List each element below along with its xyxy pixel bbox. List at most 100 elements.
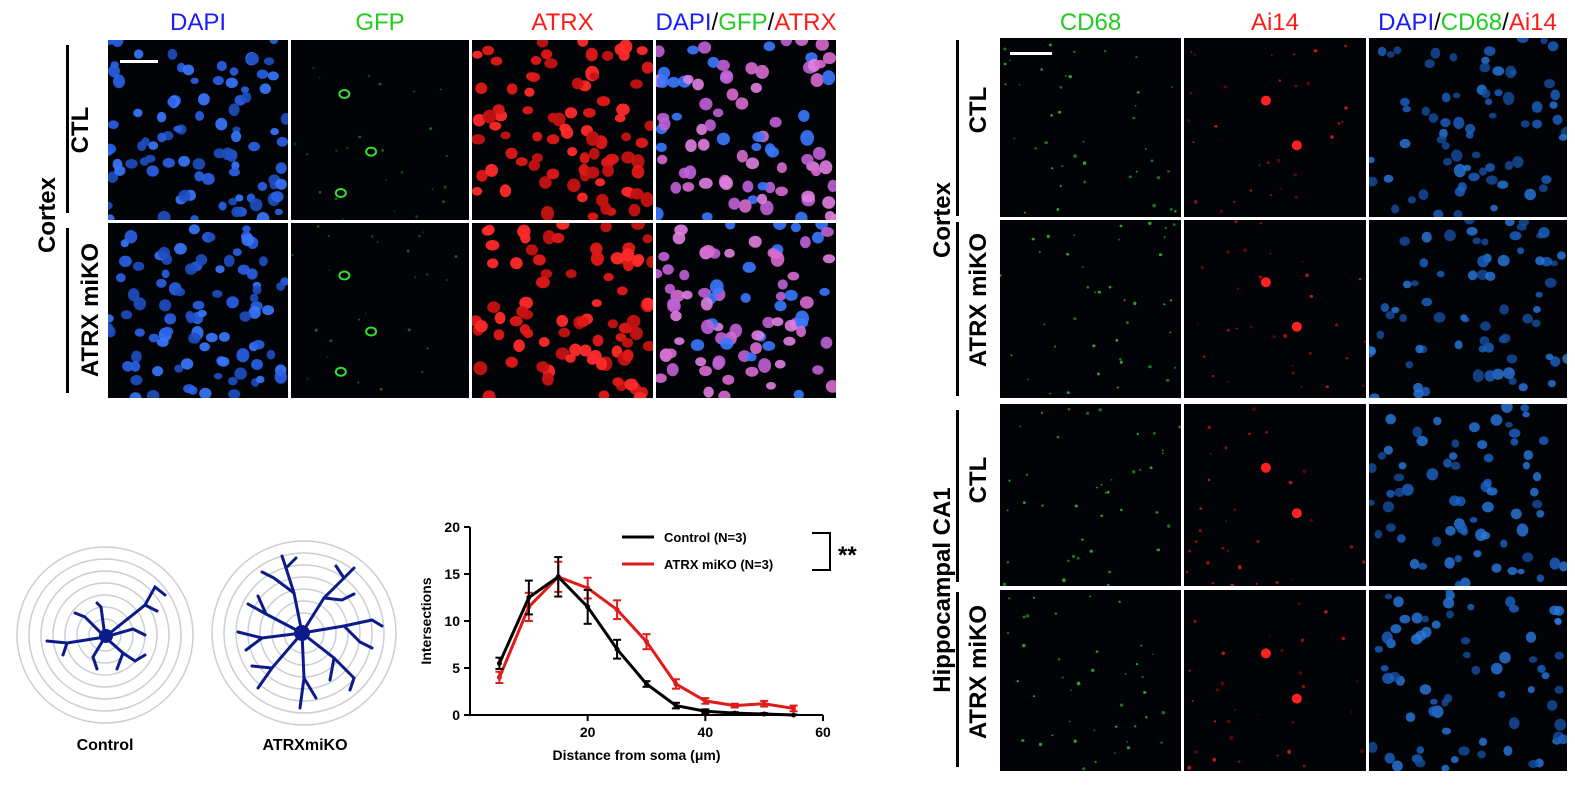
data-point bbox=[555, 574, 561, 580]
right-header-part: DAPI bbox=[1378, 9, 1435, 36]
right-cd68-ca1-ctl-panel bbox=[1000, 404, 1181, 586]
sholl-atrxmiko-diagram bbox=[211, 540, 397, 726]
left-row-label-miko: ATRX miKO bbox=[77, 242, 104, 378]
right-header-2: DAPI/CD68/Ai14 bbox=[1360, 8, 1575, 38]
right-row-divider-2 bbox=[956, 222, 959, 396]
left-header-3: DAPI/GFP/ATRX bbox=[636, 8, 856, 38]
micrograph-texture bbox=[291, 225, 458, 391]
left-gfp-ctl-panel bbox=[291, 40, 469, 220]
micrograph-texture bbox=[1006, 595, 1166, 771]
left-gfp-miko-panel bbox=[291, 223, 469, 398]
data-point bbox=[496, 674, 502, 680]
left-dapi-ctl-panel bbox=[108, 40, 288, 220]
y-tick-label: 0 bbox=[452, 707, 460, 723]
right-row-divider-1 bbox=[956, 40, 959, 216]
data-point bbox=[614, 607, 620, 613]
micrograph-texture bbox=[472, 40, 653, 220]
left-atrx-miko-panel bbox=[472, 223, 653, 398]
data-point bbox=[702, 698, 708, 704]
left-row-divider-ctl bbox=[66, 45, 69, 213]
right-header-part: CD68 bbox=[1059, 9, 1122, 36]
right-ai14-cortex-ctl-panel bbox=[1184, 38, 1366, 217]
micrograph-texture bbox=[1000, 221, 1176, 395]
right-merge-cortex-ctl-panel bbox=[1369, 38, 1567, 217]
left-scale-bar bbox=[120, 60, 158, 63]
micrograph-texture bbox=[656, 223, 836, 398]
left-header-2: ATRX bbox=[472, 8, 653, 38]
micrograph-texture bbox=[1369, 220, 1567, 398]
data-point bbox=[673, 681, 679, 687]
micrograph-texture bbox=[1369, 590, 1567, 771]
right-ai14-cortex-miko-panel bbox=[1184, 220, 1366, 398]
data-point bbox=[673, 703, 679, 709]
left-header-part: GFP bbox=[355, 9, 405, 36]
sholl-intersections-chart: 0 5 10 15 20 20 40 60 Distance from soma (μm) Int… bbox=[418, 519, 857, 763]
right-header-part: Ai14 bbox=[1250, 9, 1300, 36]
right-header-part: CD68 bbox=[1440, 9, 1503, 36]
right-ai14-ca1-miko-panel bbox=[1184, 590, 1366, 771]
data-point bbox=[614, 646, 620, 652]
right-merge-ca1-miko-panel bbox=[1369, 590, 1567, 771]
left-header-part: DAPI bbox=[655, 9, 712, 36]
data-point bbox=[761, 701, 767, 707]
data-point bbox=[732, 703, 738, 709]
left-header-part: / bbox=[767, 9, 775, 36]
left-row-divider-miko bbox=[66, 228, 69, 393]
right-scale-bar bbox=[1010, 52, 1052, 55]
y-tick-label: 15 bbox=[444, 566, 460, 582]
data-point bbox=[791, 712, 797, 718]
sholl-control-label: Control bbox=[76, 737, 134, 754]
x-tick-label: 60 bbox=[815, 724, 831, 740]
micrograph-texture bbox=[1187, 602, 1364, 770]
left-header-part: GFP bbox=[718, 9, 768, 36]
micrograph-texture bbox=[1196, 220, 1366, 389]
x-axis-label: Distance from soma (μm) bbox=[552, 747, 720, 763]
left-merge-ctl-panel bbox=[656, 40, 836, 220]
left-header-part: ATRX bbox=[774, 9, 837, 36]
legend-label: Control (N=3) bbox=[664, 530, 747, 545]
sholl-atrxmiko-label: ATRXmiKO bbox=[262, 737, 348, 754]
data-point bbox=[791, 705, 797, 711]
data-point bbox=[732, 710, 738, 716]
micrograph-texture bbox=[656, 40, 836, 220]
significance-label: ** bbox=[838, 542, 857, 569]
right-row-label-2: ATRX miKO bbox=[965, 232, 992, 368]
right-cd68-ca1-miko-panel bbox=[1000, 590, 1181, 771]
significance-bracket bbox=[812, 532, 831, 571]
right-cd68-cortex-ctl-panel bbox=[1000, 38, 1181, 217]
right-header-part: / bbox=[1502, 9, 1509, 36]
left-row-label-ctl: CTL bbox=[67, 106, 94, 154]
x-tick-label: 40 bbox=[698, 724, 714, 740]
data-point bbox=[644, 681, 649, 687]
right-region-label-ca1: Hippocampal CA1 bbox=[929, 487, 956, 693]
right-region-label-cortex: Cortex bbox=[929, 181, 956, 259]
y-tick-label: 5 bbox=[452, 660, 460, 676]
right-merge-cortex-miko-panel bbox=[1369, 220, 1567, 398]
legend-label: ATRX miKO (N=3) bbox=[664, 557, 773, 572]
y-tick-label: 20 bbox=[444, 519, 460, 535]
right-row-divider-3 bbox=[956, 410, 959, 582]
left-header-part: DAPI bbox=[169, 9, 226, 36]
left-header-part: / bbox=[711, 9, 719, 36]
micrograph-texture bbox=[108, 224, 288, 398]
micrograph-texture bbox=[293, 67, 448, 220]
micrograph-texture bbox=[1185, 407, 1366, 586]
data-point bbox=[761, 711, 767, 717]
left-region-label: Cortex bbox=[34, 176, 61, 254]
right-row-divider-4 bbox=[956, 592, 959, 767]
micrograph-texture bbox=[1187, 44, 1348, 213]
right-header-part: / bbox=[1434, 9, 1441, 36]
y-tick-label: 10 bbox=[444, 613, 460, 629]
left-dapi-miko-panel bbox=[108, 223, 288, 398]
right-ai14-ca1-ctl-panel bbox=[1184, 404, 1366, 586]
y-axis-label: Intersections bbox=[418, 577, 434, 664]
data-point bbox=[496, 660, 502, 666]
right-row-label-4: ATRX miKO bbox=[965, 604, 992, 740]
right-cd68-cortex-miko-panel bbox=[1000, 220, 1181, 398]
data-point bbox=[585, 604, 591, 610]
micrograph-texture bbox=[472, 223, 653, 398]
right-header-0: CD68 bbox=[1000, 8, 1181, 38]
right-header-part: Ai14 bbox=[1508, 9, 1557, 36]
left-atrx-ctl-panel bbox=[472, 40, 653, 220]
data-point bbox=[644, 639, 649, 645]
